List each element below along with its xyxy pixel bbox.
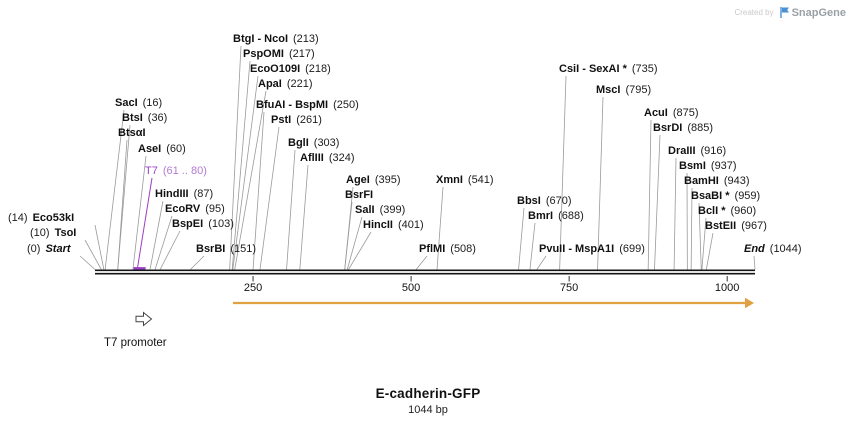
site-label-hincii[interactable]: HincII (401) <box>363 219 424 231</box>
site-label-bamhi[interactable]: BamHI (943) <box>684 175 750 187</box>
t7-feature-label[interactable]: T7 (61 .. 80) <box>145 165 207 177</box>
site-label-psti[interactable]: PstI (261) <box>271 114 322 126</box>
axis-tick-label: 1000 <box>714 282 740 294</box>
site-label-hindiii[interactable]: HindIII (87) <box>155 188 214 200</box>
site-label-bsrdi[interactable]: BsrDI (885) <box>653 122 714 134</box>
site-connector <box>117 139 128 270</box>
site-label-bmri[interactable]: BmrI (688) <box>528 210 584 222</box>
site-label-bcli[interactable]: BclI * (960) <box>698 205 757 217</box>
site-label-draiii[interactable]: DraIII (916) <box>668 145 727 157</box>
site-label-bsrfi[interactable]: BsrFI <box>345 189 374 201</box>
site-connector <box>132 155 147 270</box>
site-label-btsi[interactable]: BtsI (36) <box>122 112 168 124</box>
site-label-bsmi[interactable]: BsmI (937) <box>679 160 737 172</box>
t7-promoter-label: T7 promoter <box>104 337 167 349</box>
feature-arrow-head[interactable] <box>745 297 754 309</box>
site-connector <box>149 200 164 270</box>
site-connector <box>346 216 363 270</box>
site-connector <box>259 126 280 270</box>
site-label-apai[interactable]: ApaI (221) <box>258 78 313 90</box>
site-label-sali[interactable]: SalI (399) <box>355 204 406 216</box>
site-connector <box>344 201 353 270</box>
site-connector <box>84 239 102 270</box>
site-connector <box>94 224 105 270</box>
construct-length: 1044 bp <box>408 404 448 416</box>
site-connector <box>104 109 125 270</box>
site-connector <box>690 187 693 270</box>
site-connector <box>529 222 536 270</box>
site-connector <box>190 255 205 270</box>
site-label-eco53ki[interactable]: (14) Eco53kI <box>8 212 75 224</box>
site-connector <box>654 134 661 270</box>
site-label-tsoi[interactable]: (10) TsoI <box>30 227 77 239</box>
site-label-bsrbi[interactable]: BsrBI (151) <box>196 243 257 255</box>
site-label-asei[interactable]: AseI (60) <box>138 143 186 155</box>
site-connector <box>753 255 756 270</box>
site-label-afliii[interactable]: AflIII (324) <box>300 152 355 164</box>
site-connector <box>159 230 181 270</box>
site-connector <box>79 255 96 270</box>
site-label-bbsi[interactable]: BbsI (670) <box>517 195 572 207</box>
site-connector <box>705 232 714 270</box>
site-connector <box>415 255 428 270</box>
site-label-ecoo109i[interactable]: EcoO109I (218) <box>250 63 331 75</box>
snapgene-logo-text: SnapGene <box>791 6 846 19</box>
site-label-bspei[interactable]: BspEI (103) <box>172 218 234 230</box>
site-label-bgli[interactable]: BglI (303) <box>288 137 340 149</box>
site-label-bts-i[interactable]: BtsαI <box>118 127 146 139</box>
snapgene-logo: SnapGene <box>779 6 846 19</box>
site-connector <box>559 75 567 270</box>
site-label-saci[interactable]: SacI (16) <box>115 97 163 109</box>
site-label-pflmi[interactable]: PflMI (508) <box>419 243 476 255</box>
site-label-msci[interactable]: MscI (795) <box>596 84 652 96</box>
promoter-arrow-icon[interactable] <box>135 311 153 327</box>
site-label-end[interactable]: End (1044) <box>744 243 802 255</box>
site-label-ecorv[interactable]: EcoRV (95) <box>165 203 225 215</box>
site-connector <box>647 119 652 270</box>
site-connector <box>698 202 702 270</box>
site-connector <box>234 90 267 270</box>
site-label-agei[interactable]: AgeI (395) <box>346 174 401 186</box>
site-connector <box>252 111 265 270</box>
site-connector <box>701 217 707 270</box>
snapgene-flag-icon <box>779 7 789 18</box>
construct-title: E-cadherin-GFP <box>375 386 481 401</box>
site-label-btgi-ncoi[interactable]: BtgI - NcoI (213) <box>233 33 319 45</box>
site-connector <box>536 255 547 270</box>
axis-tick-label: 250 <box>243 282 263 294</box>
site-connector <box>232 75 259 270</box>
site-connector <box>518 207 525 270</box>
site-connector <box>154 215 173 270</box>
site-connector <box>348 231 372 270</box>
t7-connector <box>137 177 153 268</box>
site-connector <box>231 60 251 270</box>
site-connector <box>597 96 604 270</box>
site-connector <box>229 45 242 270</box>
site-label-xmni[interactable]: XmnI (541) <box>436 174 494 186</box>
axis-tick-label: 500 <box>401 282 421 294</box>
site-label-acui[interactable]: AcuI (875) <box>644 107 699 119</box>
site-connector <box>299 164 309 270</box>
site-label-bsteii[interactable]: BstEII (967) <box>705 220 767 232</box>
site-connector <box>286 149 296 270</box>
site-label-pspomi[interactable]: PspOMI (217) <box>243 48 315 60</box>
site-label-bsabi[interactable]: BsaBI * (959) <box>691 190 761 202</box>
site-connector <box>436 186 444 270</box>
site-label-start[interactable]: (0) Start <box>27 243 71 255</box>
title-block: E-cadherin-GFP 1044 bp <box>0 386 856 416</box>
site-label-bfuai-bspmi[interactable]: BfuAI - BspMI (250) <box>256 99 359 111</box>
site-label-pvuii-mspa1i[interactable]: PvuII - MspA1I (699) <box>539 243 645 255</box>
axis-tick-label: 750 <box>559 282 579 294</box>
branding: Created by SnapGene <box>734 6 846 19</box>
site-label-csii-sexai[interactable]: CsiI - SexAI * (735) <box>559 63 658 75</box>
created-by-text: Created by <box>734 8 774 17</box>
site-connector <box>673 157 677 270</box>
